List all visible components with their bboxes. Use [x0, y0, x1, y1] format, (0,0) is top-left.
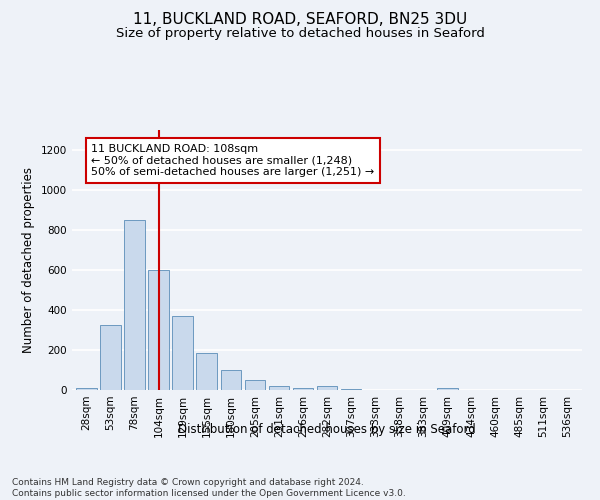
- Bar: [245, 380, 265, 390]
- Text: 11, BUCKLAND ROAD, SEAFORD, BN25 3DU: 11, BUCKLAND ROAD, SEAFORD, BN25 3DU: [133, 12, 467, 28]
- Bar: [293, 388, 313, 390]
- Bar: [269, 386, 289, 390]
- Bar: [341, 389, 361, 390]
- Bar: [100, 325, 121, 390]
- Text: Size of property relative to detached houses in Seaford: Size of property relative to detached ho…: [116, 28, 484, 40]
- Bar: [76, 388, 97, 390]
- Bar: [148, 270, 169, 390]
- Bar: [317, 386, 337, 390]
- Bar: [124, 220, 145, 390]
- Y-axis label: Number of detached properties: Number of detached properties: [22, 167, 35, 353]
- Bar: [172, 316, 193, 390]
- Text: Distribution of detached houses by size in Seaford: Distribution of detached houses by size …: [178, 422, 476, 436]
- Bar: [221, 370, 241, 390]
- Text: 11 BUCKLAND ROAD: 108sqm
← 50% of detached houses are smaller (1,248)
50% of sem: 11 BUCKLAND ROAD: 108sqm ← 50% of detach…: [91, 144, 374, 177]
- Bar: [196, 353, 217, 390]
- Bar: [437, 388, 458, 390]
- Text: Contains HM Land Registry data © Crown copyright and database right 2024.
Contai: Contains HM Land Registry data © Crown c…: [12, 478, 406, 498]
